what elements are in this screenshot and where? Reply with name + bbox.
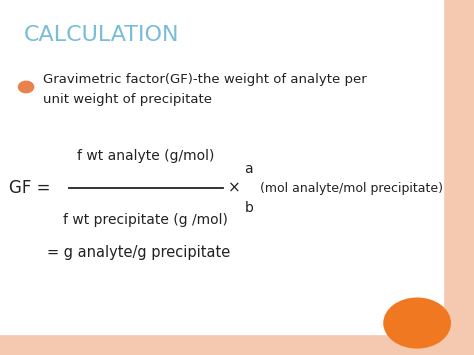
Bar [0, 334, 474, 355]
Text: a: a [245, 162, 253, 176]
Circle shape [18, 81, 34, 93]
Text: ×: × [228, 181, 241, 196]
Text: Gravimetric factor(GF)-the weight of analyte per: Gravimetric factor(GF)-the weight of ana… [43, 73, 366, 86]
Text: b: b [245, 201, 253, 215]
Text: unit weight of precipitate: unit weight of precipitate [43, 93, 212, 106]
Text: CALCULATION: CALCULATION [24, 25, 179, 45]
Text: f wt analyte (g/mol): f wt analyte (g/mol) [77, 149, 214, 163]
Circle shape [384, 298, 450, 348]
Text: f wt precipitate (g /mol): f wt precipitate (g /mol) [64, 213, 228, 227]
Text: GF =: GF = [9, 179, 56, 197]
Text: = g analyte/g precipitate: = g analyte/g precipitate [47, 245, 231, 260]
Bar [443, 0, 474, 355]
Text: (mol analyte/mol precipitate): (mol analyte/mol precipitate) [260, 182, 443, 195]
